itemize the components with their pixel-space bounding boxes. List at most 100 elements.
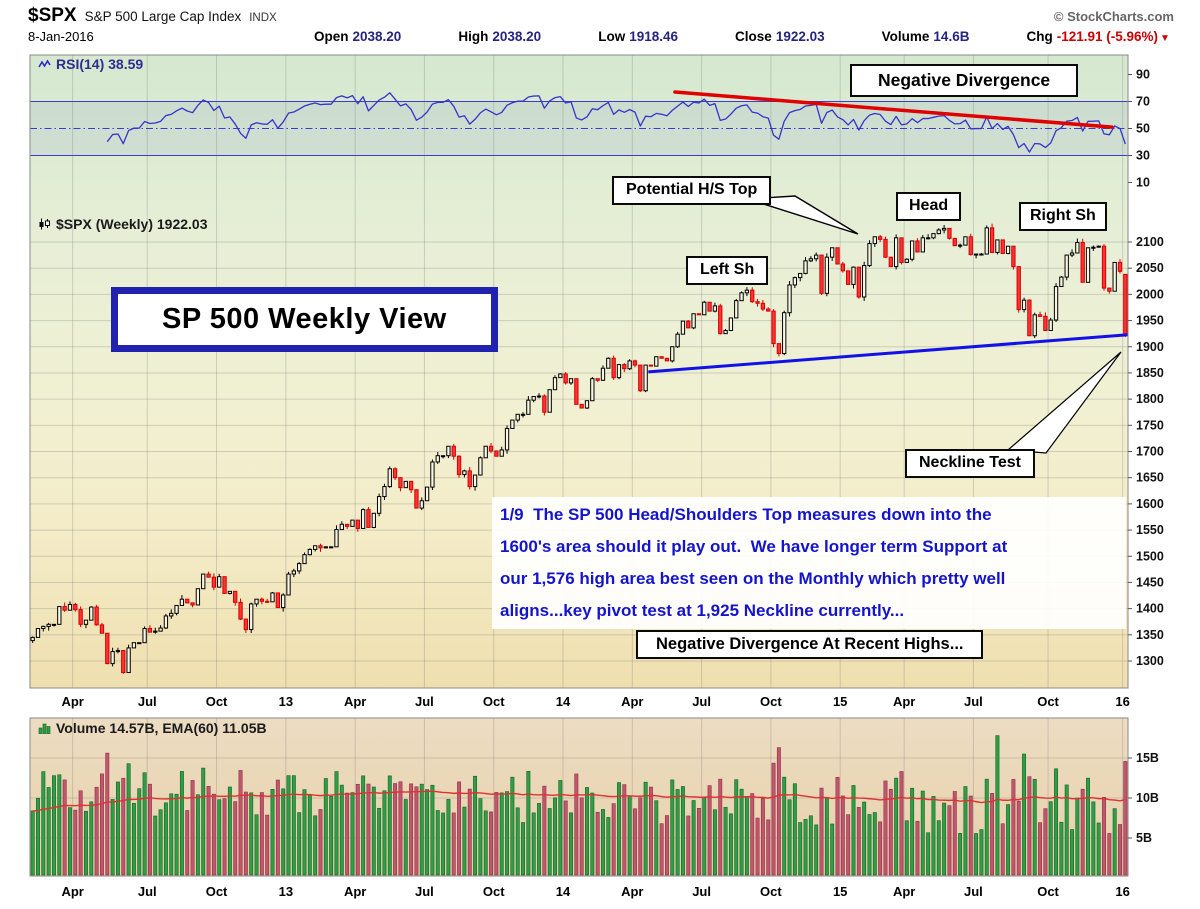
exchange: INDX bbox=[249, 12, 277, 24]
svg-text:Jul: Jul bbox=[415, 694, 434, 709]
svg-text:Jul: Jul bbox=[415, 884, 434, 899]
svg-text:10B: 10B bbox=[1136, 791, 1159, 805]
price-panel-label: $SPX (Weekly) 1922.03 bbox=[38, 216, 208, 232]
svg-text:Apr: Apr bbox=[344, 694, 366, 709]
svg-text:13: 13 bbox=[279, 884, 293, 899]
svg-text:70: 70 bbox=[1136, 95, 1150, 109]
svg-text:Jul: Jul bbox=[138, 694, 157, 709]
svg-text:1350: 1350 bbox=[1136, 628, 1164, 642]
index-name: S&P 500 Large Cap Index bbox=[84, 9, 242, 24]
volume-ema-line bbox=[32, 790, 1126, 812]
svg-text:1300: 1300 bbox=[1136, 654, 1164, 668]
analysis-note-line: 1600's area should it play out. We have … bbox=[500, 537, 1008, 556]
svg-text:16: 16 bbox=[1115, 884, 1129, 899]
svg-text:Oct: Oct bbox=[760, 694, 782, 709]
rsi-line bbox=[106, 92, 1126, 153]
svg-text:1800: 1800 bbox=[1136, 392, 1164, 406]
svg-text:2000: 2000 bbox=[1136, 287, 1164, 301]
svg-text:15: 15 bbox=[833, 694, 847, 709]
quote-item-chg: Chg -121.91 (-5.96%) ▼ bbox=[1026, 29, 1170, 44]
analysis-note-line: aligns...key pivot test at 1,925 Necklin… bbox=[500, 601, 905, 620]
svg-text:16: 16 bbox=[1115, 694, 1129, 709]
svg-text:Oct: Oct bbox=[1037, 884, 1059, 899]
neckline bbox=[648, 333, 1129, 374]
neckline-test-box: Neckline Test bbox=[905, 449, 1035, 478]
svg-text:5B: 5B bbox=[1136, 831, 1152, 845]
candlesticks bbox=[30, 223, 1128, 674]
svg-text:Jul: Jul bbox=[964, 694, 983, 709]
svg-text:1850: 1850 bbox=[1136, 366, 1164, 380]
volume-label-text: Volume 14.57B, EMA(60) 11.05B bbox=[56, 720, 267, 736]
svg-text:Apr: Apr bbox=[893, 694, 915, 709]
svg-text:Jul: Jul bbox=[692, 884, 711, 899]
analysis-note-line: 1/9 The SP 500 Head/Shoulders Top measur… bbox=[500, 505, 992, 524]
y-axis-labels: 1300 1350 1400 1450 1500 1550 1600 1650 1700 1750… bbox=[1128, 68, 1164, 845]
svg-text:14: 14 bbox=[556, 884, 571, 899]
potential-hs-top-box: Potential H/S Top bbox=[612, 176, 772, 205]
right-shoulder-box: Right Sh bbox=[1019, 202, 1107, 231]
svg-text:Oct: Oct bbox=[206, 694, 228, 709]
quote-row: 8-Jan-2016 Open 2038.20 High 2038.20 Low 1918… bbox=[28, 29, 1170, 44]
svg-text:1450: 1450 bbox=[1136, 575, 1164, 589]
negative-divergence-box: Negative Divergence bbox=[850, 64, 1079, 97]
ohlc-quote: Open 2038.20 High 2038.20 Low 1918.46 Close 192… bbox=[314, 29, 1170, 44]
svg-text:90: 90 bbox=[1136, 68, 1150, 82]
svg-text:Apr: Apr bbox=[61, 694, 83, 709]
divergence-line bbox=[673, 90, 1114, 129]
chart-title-box: SP 500 Weekly View bbox=[111, 287, 498, 352]
rsi-indicator-icon bbox=[38, 58, 51, 68]
svg-text:1500: 1500 bbox=[1136, 549, 1164, 563]
svg-text:15B: 15B bbox=[1136, 751, 1159, 765]
volume-bars bbox=[30, 735, 1128, 876]
svg-text:15: 15 bbox=[833, 884, 847, 899]
symbol: $SPX bbox=[28, 5, 77, 26]
quote-item-open: Open 2038.20 bbox=[314, 29, 402, 44]
chart-date: 8-Jan-2016 bbox=[28, 29, 94, 44]
svg-text:Oct: Oct bbox=[1037, 694, 1059, 709]
svg-text:Apr: Apr bbox=[344, 884, 366, 899]
svg-text:Jul: Jul bbox=[138, 884, 157, 899]
svg-text:Oct: Oct bbox=[760, 884, 782, 899]
svg-text:1700: 1700 bbox=[1136, 445, 1164, 459]
main-panel-border bbox=[29, 54, 1129, 689]
left-shoulder-box: Left Sh bbox=[686, 256, 769, 285]
candlestick-icon bbox=[39, 218, 50, 230]
chart-header: $SPX S&P 500 Large Cap Index INDX © Stoc… bbox=[28, 5, 1174, 27]
quote-item-close: Close 1922.03 bbox=[735, 29, 825, 44]
svg-text:10: 10 bbox=[1136, 176, 1150, 190]
volume-icon bbox=[38, 723, 51, 734]
svg-text:1650: 1650 bbox=[1136, 471, 1164, 485]
svg-text:50: 50 bbox=[1136, 122, 1150, 136]
svg-text:14: 14 bbox=[556, 694, 571, 709]
svg-text:2050: 2050 bbox=[1136, 261, 1164, 275]
svg-text:Apr: Apr bbox=[621, 884, 643, 899]
svg-text:Oct: Oct bbox=[206, 884, 228, 899]
svg-text:Apr: Apr bbox=[893, 884, 915, 899]
svg-text:1750: 1750 bbox=[1136, 418, 1164, 432]
stockcharts-credit: © StockCharts.com bbox=[1053, 9, 1174, 24]
svg-text:Apr: Apr bbox=[61, 884, 83, 899]
analysis-note-line: our 1,576 high area best seen on the Mon… bbox=[500, 569, 1006, 588]
quote-item-low: Low 1918.46 bbox=[598, 29, 679, 44]
svg-text:1550: 1550 bbox=[1136, 523, 1164, 537]
x-axis-labels: Apr Apr Jul Jul Oct Oct 13 13 Apr Apr Jul Jul Oct Oct… bbox=[61, 694, 1129, 899]
svg-text:Jul: Jul bbox=[964, 884, 983, 899]
quote-item-volume: Volume 14.6B bbox=[881, 29, 970, 44]
svg-text:Jul: Jul bbox=[692, 694, 711, 709]
svg-text:1600: 1600 bbox=[1136, 497, 1164, 511]
svg-text:1950: 1950 bbox=[1136, 314, 1164, 328]
svg-text:13: 13 bbox=[279, 694, 293, 709]
volume-panel-border bbox=[29, 717, 1129, 877]
price-label-text: $SPX (Weekly) 1922.03 bbox=[56, 216, 208, 232]
svg-text:30: 30 bbox=[1136, 149, 1150, 163]
analysis-note: 1/9 The SP 500 Head/Shoulders Top measur… bbox=[492, 497, 1126, 629]
change-down-arrow-icon: ▼ bbox=[1160, 33, 1170, 44]
svg-text:1400: 1400 bbox=[1136, 602, 1164, 616]
svg-text:Apr: Apr bbox=[621, 694, 643, 709]
quote-item-high: High 2038.20 bbox=[458, 29, 542, 44]
svg-text:2100: 2100 bbox=[1136, 235, 1164, 249]
rsi-panel-label: RSI(14) 38.59 bbox=[38, 56, 143, 72]
hs-top-callout bbox=[747, 195, 859, 235]
svg-text:Oct: Oct bbox=[483, 884, 505, 899]
